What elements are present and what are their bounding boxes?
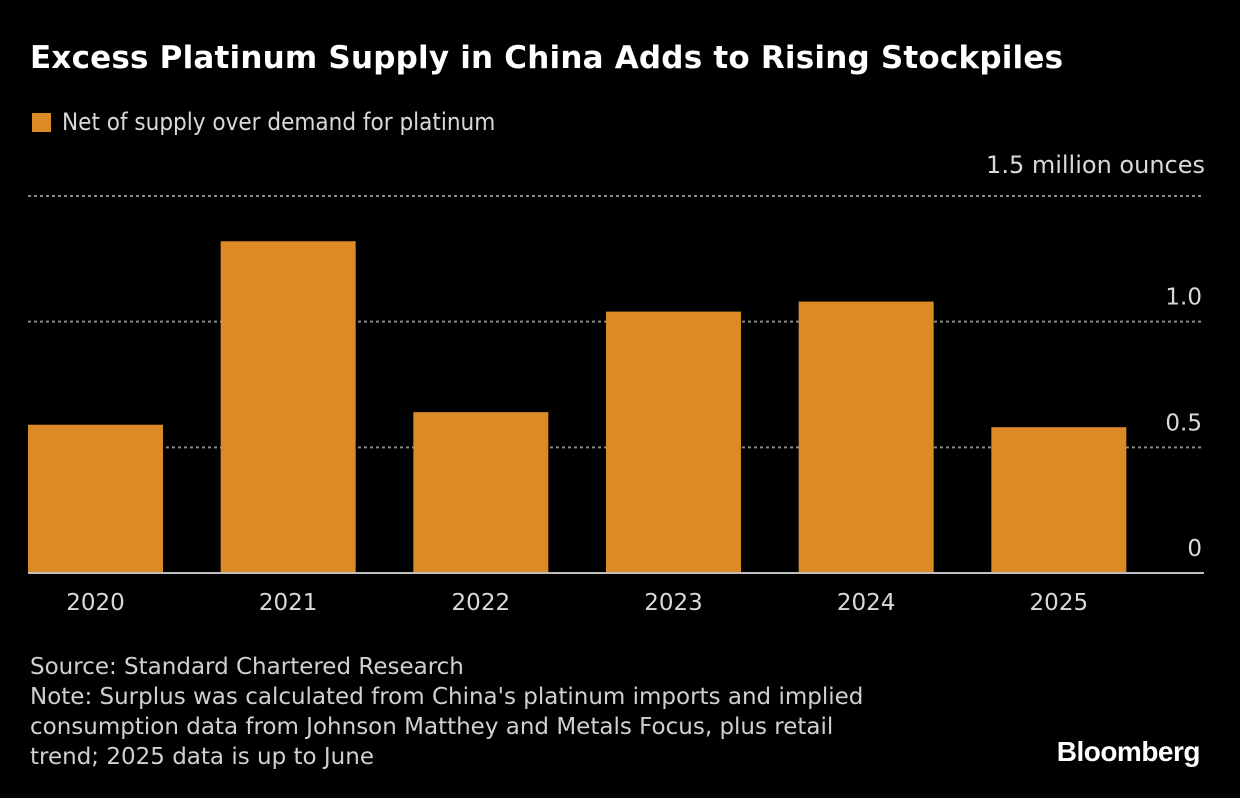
y-tick-label: 0.5 bbox=[1165, 410, 1202, 436]
x-tick-label-2023: 2023 bbox=[644, 590, 703, 616]
bar-2021 bbox=[220, 241, 356, 574]
bloomberg-logo: Bloomberg bbox=[1056, 736, 1201, 767]
x-axis-ticks: 2020 2021 2022 2023 2024 2025 bbox=[66, 590, 1088, 616]
chart-title: Excess Platinum Supply in China Adds to … bbox=[30, 40, 1064, 76]
source-text: Source: Standard Chartered Research bbox=[30, 654, 464, 680]
bar-2024 bbox=[798, 301, 934, 573]
bar-2023 bbox=[606, 311, 741, 573]
note-line-2: consumption data from Johnson Matthey an… bbox=[30, 714, 834, 740]
x-tick-label-2024: 2024 bbox=[837, 590, 896, 616]
bar-2020 bbox=[28, 424, 163, 573]
y-tick-label: 0 bbox=[1187, 536, 1202, 562]
bar-2022 bbox=[413, 412, 549, 573]
bars bbox=[28, 241, 1127, 574]
footer: Source: Standard Chartered Research Note… bbox=[30, 652, 950, 772]
x-tick-label-2022: 2022 bbox=[452, 590, 511, 616]
y-axis-unit-label: 1.5 million ounces bbox=[986, 151, 1205, 179]
legend-label: Net of supply over demand for platinum bbox=[62, 108, 496, 136]
legend: Net of supply over demand for platinum bbox=[32, 108, 495, 136]
legend-swatch bbox=[32, 112, 51, 132]
y-tick-label: 1.0 bbox=[1165, 285, 1202, 311]
x-tick-label-2021: 2021 bbox=[259, 590, 318, 616]
note-line-3: trend; 2025 data is up to June bbox=[30, 744, 374, 770]
bar-2025 bbox=[991, 427, 1127, 573]
note-line-1: Note: Surplus was calculated from China'… bbox=[30, 684, 864, 710]
x-tick-label-2020: 2020 bbox=[66, 590, 125, 616]
x-tick-label-2025: 2025 bbox=[1030, 590, 1089, 616]
y-axis-ticks: 0 0.5 1.0 bbox=[1165, 285, 1202, 562]
